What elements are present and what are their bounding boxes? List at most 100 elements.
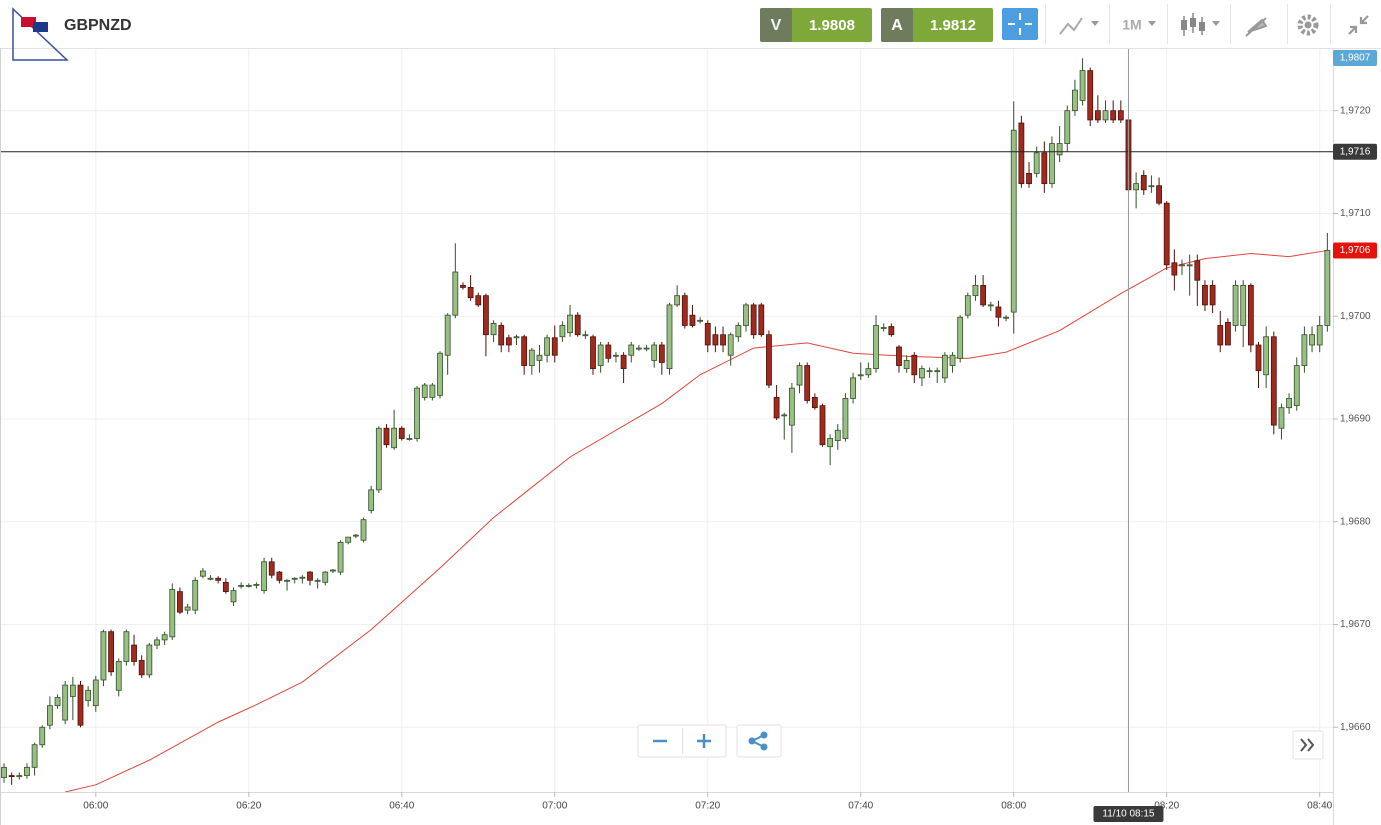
candle-body bbox=[1026, 172, 1032, 185]
share-icon-dot bbox=[760, 731, 768, 739]
candle-body bbox=[781, 414, 788, 417]
logo-triangle bbox=[12, 7, 69, 61]
candle-body bbox=[1094, 110, 1101, 121]
candle-body bbox=[161, 634, 168, 641]
candle-body bbox=[1324, 250, 1331, 326]
candle-body bbox=[131, 644, 137, 662]
bid-label: V bbox=[771, 17, 782, 34]
candle-body bbox=[138, 660, 145, 676]
candle-body bbox=[674, 295, 681, 306]
candle-body bbox=[613, 354, 619, 357]
candle-body bbox=[330, 569, 336, 572]
candle-body bbox=[199, 570, 206, 577]
ask-price: 1.9812 bbox=[930, 17, 976, 34]
timeframe[interactable]: 1M bbox=[1122, 17, 1141, 33]
candle-body bbox=[758, 304, 765, 336]
candle-body bbox=[521, 336, 528, 366]
candle-body bbox=[1110, 110, 1117, 121]
candle-body bbox=[207, 577, 214, 580]
candle-body bbox=[559, 325, 566, 338]
candle-body bbox=[536, 354, 543, 361]
candle-body bbox=[238, 585, 245, 587]
candle-body bbox=[177, 591, 183, 613]
candle-body bbox=[77, 684, 84, 726]
share-icon-dot bbox=[760, 743, 768, 751]
candle-body bbox=[1102, 110, 1109, 121]
candle-body bbox=[368, 489, 375, 511]
candle-body bbox=[1087, 70, 1094, 121]
y-tick-label: 1,9690 bbox=[1340, 414, 1371, 425]
grid bbox=[0, 48, 1333, 792]
candle-body bbox=[590, 336, 596, 370]
candle-body bbox=[1316, 325, 1323, 346]
scroll-end-button[interactable] bbox=[1292, 730, 1324, 760]
candle-body bbox=[903, 359, 910, 370]
candle-body bbox=[31, 744, 38, 768]
candle-body bbox=[16, 775, 23, 777]
x-tick-label: 07:40 bbox=[848, 801, 873, 812]
candle-body bbox=[314, 579, 321, 582]
crosshair-icon bbox=[1008, 13, 1032, 35]
candle-body bbox=[720, 334, 726, 346]
draw-icon[interactable] bbox=[1245, 17, 1268, 37]
scroll-end-icon bbox=[1300, 738, 1315, 752]
crosshair-price-box bbox=[1333, 143, 1377, 160]
share-icon-dot bbox=[748, 737, 756, 745]
candle-body bbox=[444, 314, 451, 356]
candle-body bbox=[704, 323, 711, 346]
candle-body bbox=[1293, 365, 1300, 407]
y-tick-label: 1,9710 bbox=[1340, 208, 1371, 219]
candle-body bbox=[605, 344, 612, 359]
y-tick-label: 1,9700 bbox=[1340, 311, 1371, 322]
candle-body bbox=[1240, 284, 1247, 326]
candle-body bbox=[819, 405, 826, 446]
candle-body bbox=[911, 354, 918, 376]
candle-body bbox=[337, 541, 344, 573]
candle-body bbox=[1049, 143, 1055, 185]
candle-body bbox=[834, 429, 841, 441]
x-tick-label: 07:00 bbox=[542, 801, 567, 812]
chart-type-icon[interactable] bbox=[1059, 17, 1083, 35]
settings-icon[interactable] bbox=[1297, 14, 1319, 36]
candle-body bbox=[261, 561, 267, 591]
candle-body bbox=[1286, 398, 1293, 409]
candle-body bbox=[574, 314, 581, 336]
candle-body bbox=[1072, 89, 1078, 112]
flag-nz bbox=[33, 22, 48, 32]
candle-body bbox=[873, 325, 879, 370]
y-tick-label: 1,9660 bbox=[1340, 722, 1371, 733]
candle-body bbox=[842, 398, 849, 439]
candle-body bbox=[475, 295, 482, 306]
candle-body bbox=[1225, 321, 1231, 346]
candle-body bbox=[689, 314, 696, 326]
zoom-in[interactable] bbox=[697, 734, 711, 748]
candle-body bbox=[276, 571, 283, 581]
candle-body bbox=[92, 679, 99, 707]
candle-body bbox=[383, 427, 390, 446]
flag-gb bbox=[21, 17, 36, 27]
candle-body bbox=[1, 766, 7, 779]
candle-body bbox=[115, 661, 122, 691]
candle-body bbox=[528, 349, 535, 366]
candle-body bbox=[582, 334, 589, 337]
share-button[interactable] bbox=[736, 724, 782, 758]
candle-body bbox=[1140, 175, 1147, 191]
candle-body bbox=[1301, 334, 1308, 366]
candle-body bbox=[811, 396, 818, 409]
candle-body bbox=[398, 427, 405, 439]
candle-body bbox=[1003, 316, 1009, 319]
candles-icon-part bbox=[1199, 22, 1205, 31]
x-tick-label: 08:00 bbox=[1001, 801, 1026, 812]
candle-body bbox=[980, 284, 987, 306]
candle-body bbox=[490, 323, 497, 336]
candle-body bbox=[1217, 325, 1224, 346]
crosshair-button[interactable] bbox=[1002, 8, 1038, 40]
ask-label-box bbox=[881, 8, 913, 42]
candle-body bbox=[62, 684, 69, 721]
candle-body bbox=[857, 374, 864, 377]
candle-body bbox=[551, 337, 558, 356]
price-marker-label: 1,9706 bbox=[1340, 245, 1371, 256]
x-tick-label: 06:20 bbox=[236, 801, 261, 812]
collapse-icon[interactable] bbox=[1348, 15, 1369, 35]
candle-body bbox=[727, 334, 734, 356]
